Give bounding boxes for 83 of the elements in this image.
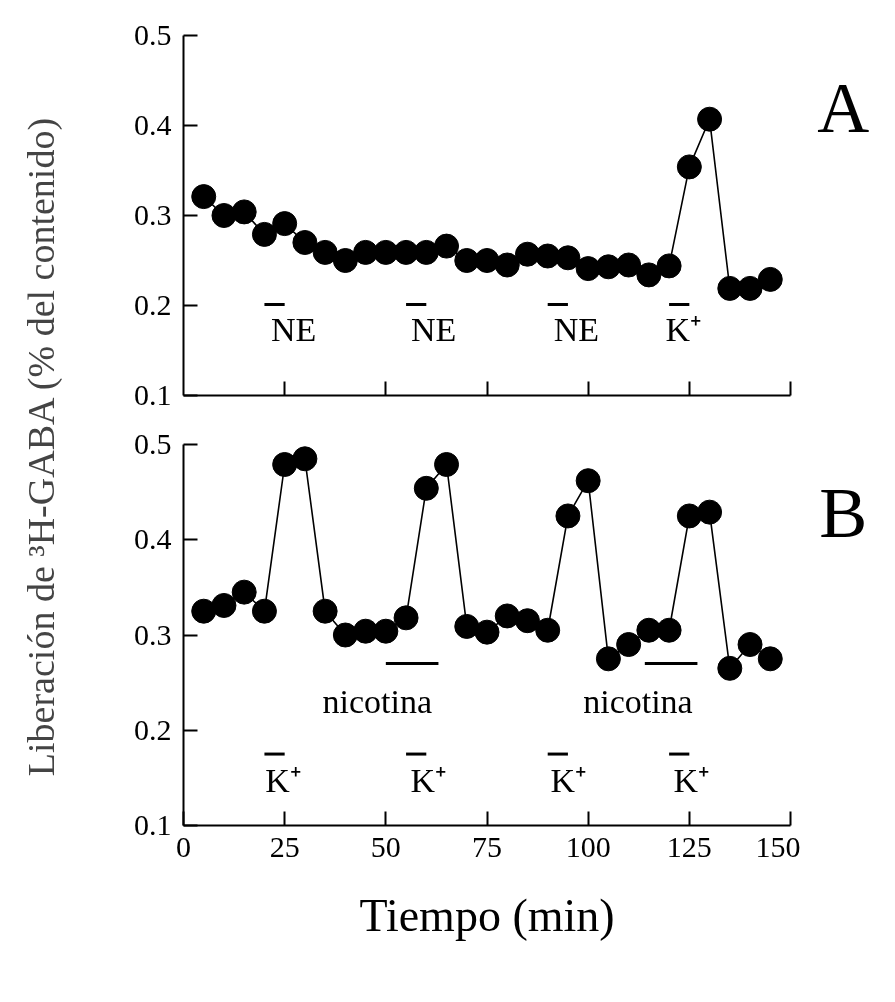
point: [312, 598, 338, 624]
point: [373, 618, 399, 644]
x-tick-label: 25: [269, 829, 300, 863]
annotation: K⁺: [550, 762, 587, 800]
point: [393, 605, 419, 631]
point: [555, 503, 581, 529]
point: [191, 184, 217, 210]
annotation: K⁺: [265, 762, 301, 800]
annotation: nicotina: [322, 683, 433, 721]
x-tick-label: 0: [176, 829, 191, 863]
point: [272, 452, 298, 477]
point: [474, 619, 500, 645]
y-tick-label: 0.1: [134, 378, 172, 411]
point: [434, 452, 460, 477]
point: [656, 253, 682, 279]
point: [717, 655, 743, 681]
point: [636, 617, 662, 643]
annotation: NE: [270, 311, 317, 349]
point: [575, 468, 601, 494]
y-tick-label: 0.4: [134, 522, 172, 556]
point: [595, 254, 621, 280]
x-tick-label: 150: [755, 829, 801, 863]
point: [413, 475, 439, 501]
point: [676, 503, 702, 529]
annotation: NE: [410, 311, 457, 349]
y-tick-label: 0.2: [134, 712, 172, 746]
y-tick-label: 0.1: [134, 808, 172, 841]
point: [757, 646, 783, 672]
point: [332, 248, 358, 273]
point: [616, 252, 642, 278]
annotation: K⁺: [673, 762, 710, 800]
y-tick-label: 0.5: [134, 427, 172, 460]
point: [312, 239, 338, 265]
point: [231, 579, 257, 605]
x-tick-label: 50: [370, 829, 401, 863]
point: [211, 593, 237, 618]
point: [737, 275, 763, 301]
point: [434, 233, 460, 259]
point: [191, 598, 217, 624]
point: [332, 622, 358, 648]
point: [454, 613, 480, 639]
text: B: [819, 473, 868, 554]
point: [616, 632, 642, 657]
annotation: NE: [553, 311, 600, 349]
annotation: nicotina: [583, 683, 693, 721]
point: [514, 241, 540, 267]
y-tick-label: 0.5: [134, 18, 172, 51]
annotation: K⁺: [410, 762, 447, 800]
point: [514, 608, 540, 634]
point: [656, 617, 682, 643]
point: [494, 252, 520, 278]
y-tick-label: 0.4: [134, 108, 172, 141]
y-tick-label: 0.3: [134, 198, 172, 231]
text: A: [817, 67, 870, 148]
point: [636, 262, 662, 288]
point: [555, 245, 581, 271]
y-tick-label: 0.3: [134, 617, 172, 651]
point: [757, 266, 783, 292]
point: [272, 211, 298, 237]
x-tick-label: 75: [472, 829, 502, 863]
point: [595, 646, 621, 672]
point: [474, 248, 500, 273]
x-axis-title: Tiempo (min): [359, 889, 615, 941]
point: [211, 203, 237, 228]
point: [251, 598, 277, 624]
y-axis-title: Liberación de ³H-GABA (% del contenido): [19, 117, 63, 777]
point: [393, 239, 419, 265]
point: [292, 446, 318, 472]
point: [413, 239, 439, 265]
point: [535, 617, 561, 643]
point: [697, 499, 723, 525]
point: [231, 199, 257, 225]
point: [292, 230, 318, 255]
point: [251, 221, 277, 247]
x-tick-label: 100: [565, 829, 611, 863]
point: [737, 632, 763, 657]
point: [676, 154, 702, 180]
point: [575, 256, 601, 282]
x-tick-label: 125: [666, 829, 712, 863]
point: [697, 106, 723, 132]
y-tick-label: 0.2: [134, 288, 172, 321]
annotation: K⁺: [665, 311, 702, 349]
point: [494, 603, 520, 629]
